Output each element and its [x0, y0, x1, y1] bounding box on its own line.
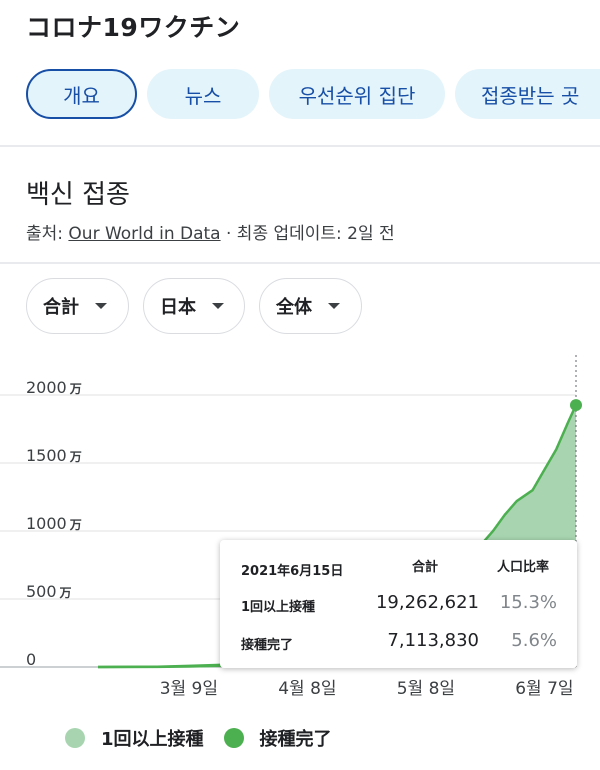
- y-tick-label: 500 万: [26, 582, 72, 601]
- app-title: コロナ19ワクチン: [26, 13, 241, 42]
- legend-item-completed[interactable]: 接種完了: [223, 725, 332, 751]
- filter-location[interactable]: 日本: [143, 278, 245, 334]
- x-tick-label: 6월 7일: [515, 679, 573, 699]
- tooltip-col-ratio: 人口比率: [497, 560, 550, 575]
- filter-dose-type-label: 合計: [43, 297, 79, 318]
- caret-down-icon: [212, 303, 224, 309]
- tooltip-date: 2021年6月15日: [241, 564, 344, 579]
- caret-down-icon: [95, 303, 107, 309]
- divider: [0, 145, 600, 147]
- x-tick-label: 5월 8일: [397, 679, 455, 699]
- legend-label: 1回以上接種: [101, 729, 204, 750]
- data-point: [570, 399, 582, 412]
- source-link[interactable]: Our World in Data: [68, 224, 221, 244]
- tab-bar: 개요 뉴스 우선순위 집단 접종받는 곳: [26, 69, 600, 121]
- tooltip-row-pct: 15.3%: [499, 592, 557, 613]
- filter-location-label: 日本: [160, 297, 196, 318]
- legend-swatch: [223, 728, 244, 748]
- filter-population-label: 全体: [276, 297, 312, 318]
- tab-news[interactable]: 뉴스: [147, 69, 259, 119]
- tab-overview[interactable]: 개요: [26, 69, 137, 119]
- y-tick-label: 1500 万: [26, 446, 82, 465]
- chart-legend: 1回以上接種 接種完了: [65, 725, 352, 751]
- filter-population[interactable]: 全体: [259, 278, 362, 334]
- tooltip-row-label: 接種完了: [241, 638, 294, 653]
- section-title: 백신 접종: [26, 180, 130, 210]
- legend-swatch: [65, 728, 85, 748]
- tab-priority-groups[interactable]: 우선순위 집단: [269, 69, 445, 119]
- legend-item-first-dose[interactable]: 1回以上接種: [65, 725, 204, 751]
- tooltip-row-value: 19,262,621: [375, 592, 479, 613]
- caret-down-icon: [328, 303, 340, 309]
- source-prefix: 출처:: [26, 224, 69, 244]
- tooltip-row-label: 1回以上接種: [241, 600, 316, 615]
- filter-dose-type[interactable]: 合計: [26, 278, 129, 334]
- tooltip-row-pct: 5.6%: [511, 630, 557, 651]
- source-line: 출처: Our World in Data · 최종 업데이트: 2일 전: [26, 219, 395, 244]
- update-text: · 최종 업데이트: 2일 전: [220, 224, 395, 244]
- chart-tooltip: 2021年6月15日 合計 人口比率 1回以上接種 19,262,621 15.…: [220, 540, 577, 668]
- tab-vaccination-sites[interactable]: 접종받는 곳: [455, 69, 600, 119]
- tooltip-row-value: 7,113,830: [387, 630, 479, 651]
- tooltip-col-total: 合計: [412, 560, 439, 575]
- legend-label: 接種完了: [259, 729, 332, 750]
- y-tick-label: 0: [26, 650, 36, 669]
- x-tick-label: 4월 8일: [278, 679, 336, 699]
- x-tick-label: 3월 9일: [160, 679, 218, 699]
- y-tick-label: 2000 万: [26, 378, 82, 397]
- divider: [0, 262, 600, 264]
- y-tick-label: 1000 万: [26, 514, 82, 533]
